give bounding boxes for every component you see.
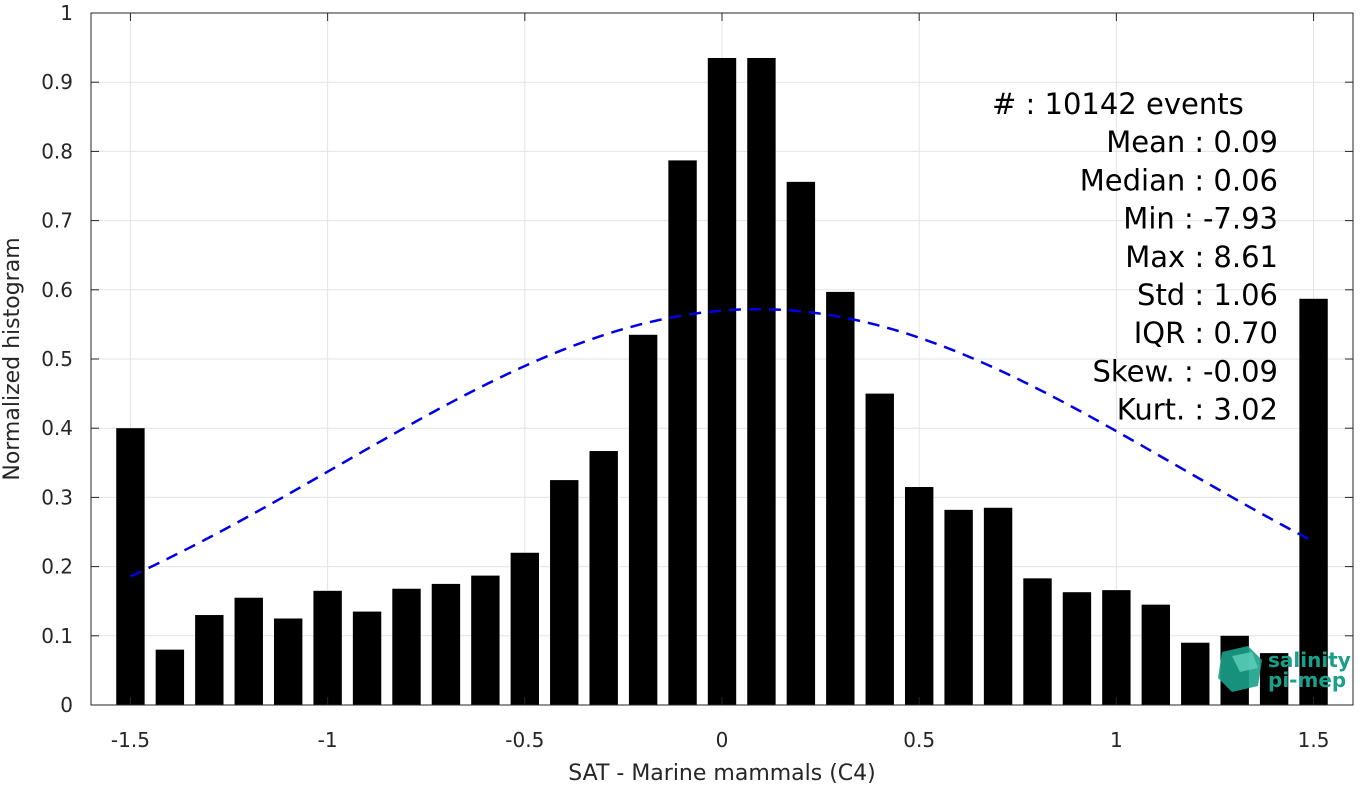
x-tick-label: -1.5 — [111, 728, 150, 752]
stat-iqr: IQR : 0.70 — [1134, 316, 1278, 350]
x-tick-label: 1.5 — [1298, 728, 1330, 752]
y-axis-ticks: 0 0.1 0.2 0.3 0.4 0.5 0.6 0.7 0.8 0.9 1 — [41, 1, 1353, 717]
histogram-bar — [431, 583, 461, 705]
histogram-bar — [1023, 578, 1052, 705]
x-axis-ticks: -1.5 -1 -0.5 0 0.5 1 1.5 — [111, 13, 1330, 752]
stat-median: Median : 0.06 — [1080, 163, 1278, 197]
histogram-bar — [865, 393, 894, 705]
y-tick-label: 1 — [60, 1, 73, 25]
histogram-bar — [1259, 653, 1289, 705]
gaussian-fit-line — [129, 307, 1315, 578]
histogram-bar — [195, 615, 224, 705]
y-tick-label: 0.1 — [41, 624, 73, 648]
x-tick-label: 1 — [1110, 728, 1123, 752]
stat-mean: Mean : 0.09 — [1106, 125, 1278, 159]
histogram-bar — [1102, 590, 1131, 705]
histogram-bar — [155, 649, 185, 705]
histogram-bar — [510, 552, 540, 705]
x-tick-label: 0.5 — [903, 728, 935, 752]
histogram-bar — [1141, 604, 1171, 705]
y-tick-label: 0.8 — [41, 139, 73, 163]
histogram-bar — [668, 160, 697, 705]
y-tick-label: 0.2 — [41, 555, 73, 579]
x-tick-label: -1 — [318, 728, 338, 752]
y-axis-label: Normalized histogram — [0, 237, 25, 480]
y-tick-label: 0.3 — [41, 485, 73, 509]
x-axis-label: SAT - Marine mammals (C4) — [568, 761, 876, 785]
histogram-bar — [707, 57, 737, 706]
histogram-bar — [904, 487, 934, 705]
logo-text-pimep: pi-mep — [1268, 668, 1346, 692]
stat-max: Max : 8.61 — [1125, 240, 1278, 274]
histogram-bar — [1299, 298, 1328, 705]
x-tick-label: -0.5 — [505, 728, 544, 752]
histogram-bar — [234, 597, 263, 705]
histogram-bar — [1062, 592, 1092, 705]
y-tick-label: 0.4 — [41, 416, 73, 440]
stat-std: Std : 1.06 — [1137, 278, 1278, 312]
stats-annotation: # : 10142 events Mean : 0.09 Median : 0.… — [992, 87, 1278, 427]
histogram-bar — [983, 507, 1013, 705]
histogram-bar — [786, 181, 816, 705]
histogram-bar — [116, 428, 145, 705]
histogram-bar — [352, 611, 382, 705]
stat-kurt: Kurt. : 3.02 — [1117, 393, 1278, 427]
histogram-bar — [392, 588, 421, 705]
histogram-bar — [471, 575, 500, 705]
y-tick-label: 0.5 — [41, 347, 73, 371]
y-tick-label: 0 — [60, 693, 73, 717]
logo-text-salinity: salinity — [1268, 648, 1351, 672]
y-tick-label: 0.6 — [41, 278, 73, 302]
y-tick-label: 0.9 — [41, 70, 73, 94]
histogram-bars — [116, 57, 1328, 706]
stat-count: # : 10142 events — [992, 87, 1244, 121]
stat-skew: Skew. : -0.09 — [1092, 354, 1278, 388]
histogram-bar — [313, 590, 342, 705]
stat-min: Min : -7.93 — [1123, 202, 1278, 236]
salinity-pimep-logo: salinity pi-mep — [1218, 646, 1351, 692]
histogram-bar — [273, 618, 303, 705]
y-tick-label: 0.7 — [41, 209, 73, 233]
histogram-bar — [826, 291, 855, 705]
histogram-bar — [550, 480, 579, 705]
histogram-bar — [747, 57, 776, 706]
histogram-bar — [1181, 642, 1210, 705]
histogram-bar — [944, 509, 973, 705]
x-tick-label: 0 — [716, 728, 729, 752]
histogram-bar — [628, 334, 658, 705]
histogram-bar — [589, 451, 618, 705]
